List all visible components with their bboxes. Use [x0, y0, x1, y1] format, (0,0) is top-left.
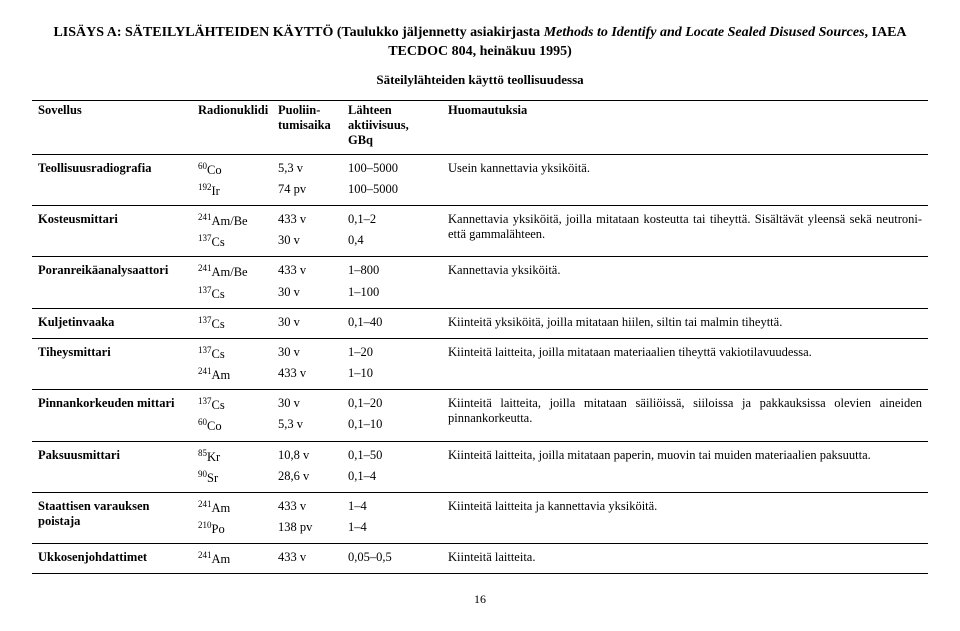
- cell-halflife: 28,6 v: [272, 467, 342, 493]
- table-row: Pinnankorkeuden mittari137Cs30 v0,1–20Ki…: [32, 390, 928, 415]
- title-prefix: LISÄYS A: SÄTEILYLÄHTEIDEN KÄYTTÖ (Taulu…: [53, 25, 543, 40]
- cell-application: Pinnankorkeuden mittari: [32, 390, 192, 441]
- col-activity-l2: aktiivisuus, GBq: [348, 118, 409, 147]
- cell-halflife: 74 pv: [272, 180, 342, 206]
- cell-activity: 1–10: [342, 364, 442, 390]
- cell-application: Ukkosenjohdattimet: [32, 544, 192, 574]
- col-activity-l1: Lähteen: [348, 103, 392, 117]
- cell-activity: 1–20: [342, 339, 442, 364]
- cell-activity: 1–4: [342, 518, 442, 544]
- col-halflife-l2: tumisaika: [278, 118, 331, 132]
- cell-activity: 0,1–50: [342, 442, 442, 467]
- cell-radionuclide: 85Kr: [192, 442, 272, 467]
- cell-application: Paksuusmittari: [32, 442, 192, 493]
- col-application: Sovellus: [32, 100, 192, 154]
- cell-halflife: 30 v: [272, 390, 342, 415]
- cell-radionuclide: 137Cs: [192, 339, 272, 364]
- table-row: Poranreikäanalysaattori241Am/Be433 v1–80…: [32, 257, 928, 282]
- table-row: Kosteusmittari241Am/Be433 v0,1–2Kannetta…: [32, 206, 928, 231]
- cell-radionuclide: 241Am: [192, 544, 272, 574]
- cell-activity: 0,1–20: [342, 390, 442, 415]
- cell-remarks: Kannettavia yksiköitä, joilla mitataan k…: [442, 206, 928, 257]
- row-separator: [32, 574, 928, 575]
- cell-remarks: Kiinteitä laitteita.: [442, 544, 928, 574]
- cell-remarks: Kiinteitä laitteita ja kannettavia yksik…: [442, 493, 928, 544]
- cell-radionuclide: 90Sr: [192, 467, 272, 493]
- cell-radionuclide: 137Cs: [192, 309, 272, 339]
- table-row: Staattisen varauksen poistaja241Am433 v1…: [32, 493, 928, 518]
- cell-radionuclide: 241Am: [192, 364, 272, 390]
- cell-radionuclide: 137Cs: [192, 283, 272, 309]
- col-halflife: Puoliin- tumisaika: [272, 100, 342, 154]
- cell-activity: 100–5000: [342, 154, 442, 180]
- cell-radionuclide: 192Ir: [192, 180, 272, 206]
- cell-halflife: 10,8 v: [272, 442, 342, 467]
- table-row: Ukkosenjohdattimet241Am433 v0,05–0,5Kiin…: [32, 544, 928, 574]
- cell-activity: 0,1–40: [342, 309, 442, 339]
- col-halflife-l1: Puoliin-: [278, 103, 320, 117]
- cell-halflife: 433 v: [272, 544, 342, 574]
- table-header-row: Sovellus Radionuklidi Puoliin- tumisaika…: [32, 100, 928, 154]
- cell-remarks: Kiinteitä yksiköitä, joilla mitataan hii…: [442, 309, 928, 339]
- cell-activity: 1–4: [342, 493, 442, 518]
- cell-remarks: Usein kannettavia yksiköitä.: [442, 154, 928, 205]
- cell-halflife: 433 v: [272, 364, 342, 390]
- cell-halflife: 30 v: [272, 309, 342, 339]
- page-number: 16: [32, 592, 928, 607]
- cell-remarks: Kiinteitä laitteita, joilla mitataan säi…: [442, 390, 928, 441]
- table-row: Tiheysmittari137Cs30 v1–20Kiinteitä lait…: [32, 339, 928, 364]
- cell-radionuclide: 241Am/Be: [192, 257, 272, 282]
- cell-radionuclide: 241Am: [192, 493, 272, 518]
- col-radionuclide: Radionuklidi: [192, 100, 272, 154]
- page-title: LISÄYS A: SÄTEILYLÄHTEIDEN KÄYTTÖ (Taulu…: [32, 24, 928, 62]
- table-row: Kuljetinvaaka137Cs30 v0,1–40Kiinteitä yk…: [32, 309, 928, 339]
- cell-halflife: 138 pv: [272, 518, 342, 544]
- cell-radionuclide: 60Co: [192, 415, 272, 441]
- cell-activity: 0,05–0,5: [342, 544, 442, 574]
- cell-halflife: 433 v: [272, 493, 342, 518]
- cell-radionuclide: 137Cs: [192, 231, 272, 257]
- cell-application: Poranreikäanalysaattori: [32, 257, 192, 308]
- cell-application: Kuljetinvaaka: [32, 309, 192, 339]
- cell-application: Teollisuusradiografia: [32, 154, 192, 205]
- cell-activity: 100–5000: [342, 180, 442, 206]
- data-table: Sovellus Radionuklidi Puoliin- tumisaika…: [32, 100, 928, 575]
- cell-halflife: 433 v: [272, 257, 342, 282]
- cell-halflife: 30 v: [272, 231, 342, 257]
- cell-activity: 0,1–2: [342, 206, 442, 231]
- table-row: Teollisuusradiografia60Co5,3 v100–5000Us…: [32, 154, 928, 180]
- col-remarks: Huomautuksia: [442, 100, 928, 154]
- cell-application: Tiheysmittari: [32, 339, 192, 390]
- cell-remarks: Kannettavia yksiköitä.: [442, 257, 928, 308]
- cell-remarks: Kiinteitä laitteita, joilla mitataan pap…: [442, 442, 928, 493]
- cell-remarks: Kiinteitä laitteita, joilla mitataan mat…: [442, 339, 928, 390]
- cell-activity: 1–800: [342, 257, 442, 282]
- cell-halflife: 30 v: [272, 283, 342, 309]
- cell-halflife: 30 v: [272, 339, 342, 364]
- table-row: Paksuusmittari85Kr10,8 v0,1–50Kiinteitä …: [32, 442, 928, 467]
- cell-activity: 0,1–4: [342, 467, 442, 493]
- cell-radionuclide: 241Am/Be: [192, 206, 272, 231]
- cell-application: Kosteusmittari: [32, 206, 192, 257]
- col-activity: Lähteen aktiivisuus, GBq: [342, 100, 442, 154]
- cell-radionuclide: 60Co: [192, 154, 272, 180]
- cell-activity: 0,1–10: [342, 415, 442, 441]
- cell-halflife: 5,3 v: [272, 415, 342, 441]
- table-subtitle: Säteilylähteiden käyttö teollisuudessa: [32, 72, 928, 88]
- cell-halflife: 5,3 v: [272, 154, 342, 180]
- cell-radionuclide: 137Cs: [192, 390, 272, 415]
- cell-radionuclide: 210Po: [192, 518, 272, 544]
- cell-activity: 0,4: [342, 231, 442, 257]
- cell-application: Staattisen varauksen poistaja: [32, 493, 192, 544]
- cell-halflife: 433 v: [272, 206, 342, 231]
- cell-activity: 1–100: [342, 283, 442, 309]
- title-italic: Methods to Identify and Locate Sealed Di…: [544, 25, 865, 40]
